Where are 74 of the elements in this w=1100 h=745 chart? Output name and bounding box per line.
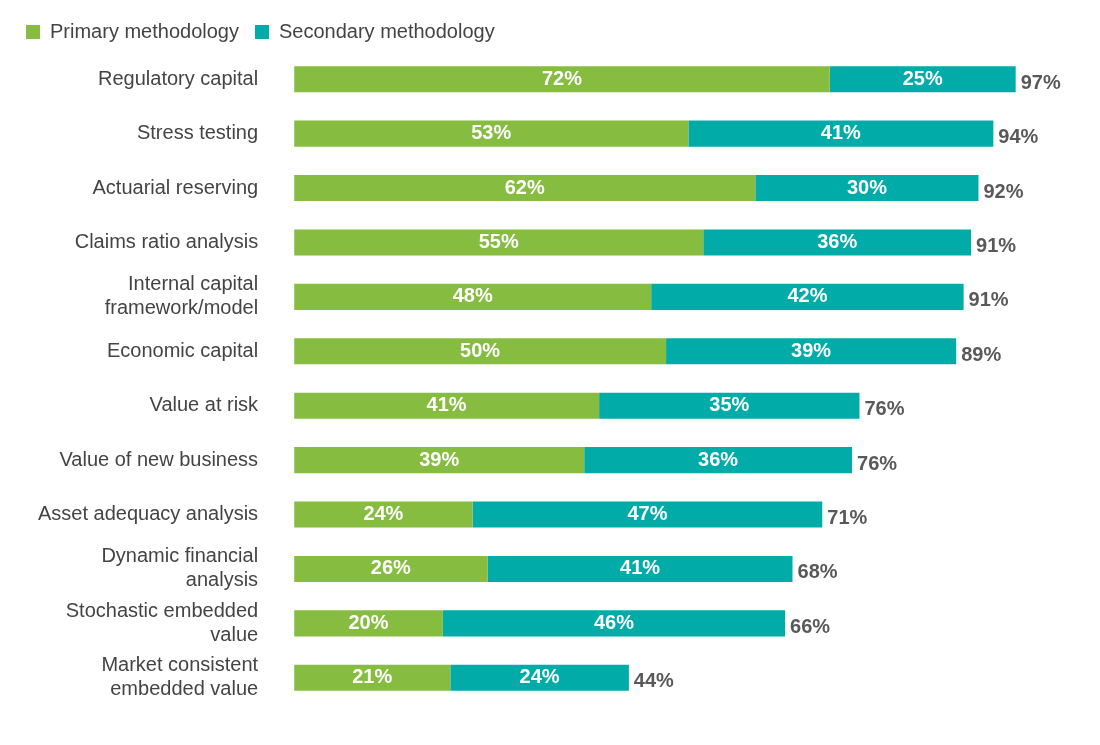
data-label: 46% [593, 610, 635, 633]
data-label: 62% [504, 175, 545, 198]
y-tick-label: Actuarial reserving [92, 175, 259, 198]
total-label: 76% [864, 397, 905, 420]
y-tick-label: Claims ratio analysis [74, 229, 259, 252]
data-label: 36% [698, 447, 739, 470]
y-tick-label: Economic capital [106, 338, 259, 361]
bar [294, 174, 756, 202]
y-tick-label: Stress testing [136, 121, 259, 144]
data-label: 21% [352, 665, 393, 688]
data-label: 72% [541, 66, 583, 89]
data-label: 41% [620, 556, 661, 579]
data-label: 39% [419, 447, 460, 470]
y-tick-label: Regulatory capital [98, 66, 259, 89]
data-label: 25% [902, 66, 943, 89]
total-label: 92% [983, 179, 1024, 202]
bar [294, 66, 830, 93]
bar [294, 501, 473, 528]
total-label: 94% [998, 125, 1039, 148]
total-label: 76% [857, 451, 898, 474]
bar [294, 229, 704, 256]
y-tick-label: Dynamic financial analysis [101, 544, 259, 591]
bar [487, 555, 793, 583]
data-label: 36% [817, 229, 858, 252]
bar [472, 501, 823, 528]
bar [442, 610, 786, 637]
legend-label: Primary methodology [50, 19, 239, 42]
total-label: 66% [790, 614, 831, 637]
data-label: 35% [709, 393, 750, 416]
bar [599, 392, 860, 419]
y-tick-label: Market consistent embedded value [101, 653, 259, 700]
data-label: 53% [471, 121, 512, 144]
y-tick-label: Value of new business [59, 447, 259, 470]
bar [755, 174, 979, 202]
data-label: 55% [478, 229, 519, 252]
data-label: 47% [627, 502, 668, 525]
data-label: 41% [820, 121, 862, 144]
data-label: 24% [363, 502, 404, 525]
bar [294, 120, 689, 147]
data-label: 39% [791, 338, 832, 361]
legend-label: Secondary methodology [278, 19, 495, 42]
bar [294, 447, 585, 474]
total-label: 97% [1020, 70, 1061, 93]
data-label: 42% [787, 284, 828, 307]
data-label: 26% [370, 556, 412, 579]
bar [703, 229, 972, 256]
total-label: 71% [827, 506, 868, 529]
total-label: 68% [797, 560, 838, 583]
bar [666, 338, 957, 365]
bar [294, 610, 443, 637]
data-label: 20% [348, 610, 389, 633]
bar [450, 664, 629, 691]
bar [294, 392, 600, 419]
data-label: 48% [452, 284, 493, 307]
total-label: 44% [633, 669, 675, 692]
data-label: 24% [519, 665, 560, 688]
total-label: 91% [976, 233, 1017, 256]
bar [294, 664, 451, 691]
bar [688, 120, 994, 147]
data-label: 50% [460, 338, 501, 361]
bar [294, 338, 667, 365]
y-tick-label: Internal capital framework/model [104, 272, 259, 319]
total-label: 89% [961, 342, 1002, 365]
bar [584, 447, 853, 474]
y-tick-label: Stochastic embedded value [65, 598, 259, 645]
total-label: 91% [968, 288, 1009, 311]
bar [294, 555, 488, 583]
bar [651, 283, 964, 310]
y-tick-label: Value at risk [149, 393, 260, 416]
bar [294, 283, 652, 310]
bar [829, 66, 1016, 93]
data-label: 30% [846, 175, 888, 198]
data-label: 41% [426, 393, 467, 416]
y-tick-label: Asset adequacy analysis [37, 502, 259, 525]
